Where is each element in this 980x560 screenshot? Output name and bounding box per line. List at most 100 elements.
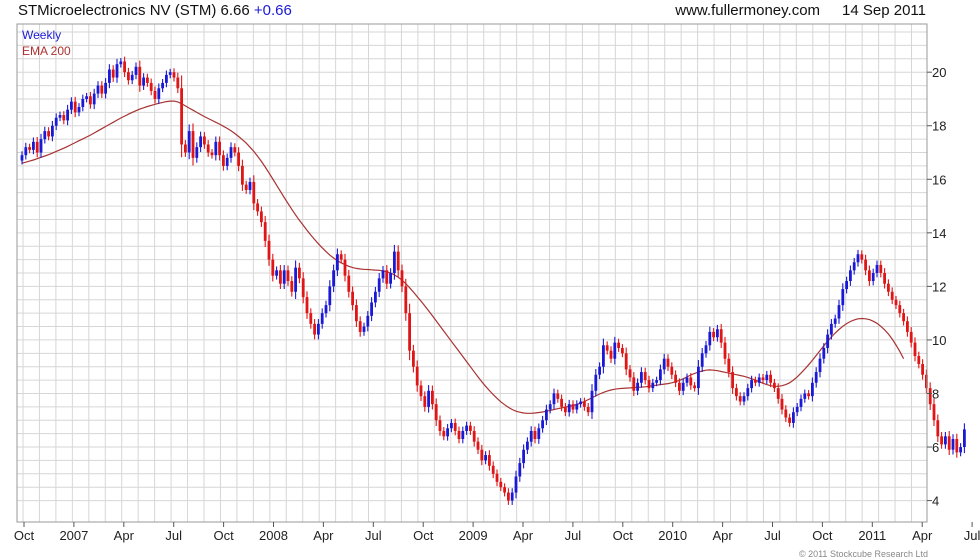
weekly-bar — [43, 126, 47, 144]
weekly-bar — [488, 450, 491, 471]
weekly-bar — [119, 58, 123, 68]
chart-title: STMicroelectronics NV (STM) 6.66 +0.66 — [18, 2, 292, 19]
weekly-bar — [875, 260, 879, 278]
weekly-bar — [651, 378, 655, 393]
weekly-bar — [431, 385, 434, 410]
weekly-bar — [830, 319, 833, 340]
weekly-bar — [780, 394, 784, 415]
weekly-bar — [149, 78, 153, 96]
weekly-bar — [256, 199, 259, 216]
weekly-bar — [130, 70, 134, 85]
weekly-bar — [157, 83, 161, 104]
weekly-bar — [811, 377, 814, 402]
x-tick-label: 2011 — [858, 528, 886, 543]
copyright-notice: © 2011 Stockcube Research Ltd — [798, 549, 928, 559]
weekly-bar — [54, 113, 58, 131]
y-tick-label: 10 — [932, 333, 946, 348]
website-link[interactable]: www.fullermoney.com — [675, 2, 821, 19]
weekly-bar — [434, 398, 438, 427]
weekly-bar — [142, 73, 145, 90]
grid-lines — [17, 24, 927, 522]
weekly-bar — [579, 398, 582, 408]
x-tick-label: 2007 — [59, 528, 88, 543]
weekly-bar — [917, 351, 921, 369]
weekly-bar — [890, 287, 894, 305]
weekly-bar — [271, 253, 275, 282]
weekly-bar — [191, 123, 195, 166]
weekly-bar — [415, 360, 419, 392]
weekly-bar — [674, 370, 677, 388]
weekly-bar — [138, 60, 142, 92]
weekly-bar — [165, 70, 168, 88]
legend-weekly: Weekly — [22, 28, 62, 42]
y-tick-label: 18 — [932, 119, 946, 134]
weekly-bar — [738, 392, 742, 406]
weekly-bar — [746, 383, 750, 401]
weekly-bar — [605, 341, 609, 355]
weekly-bar — [309, 308, 313, 329]
weekly-bar — [328, 280, 332, 312]
weekly-bar — [336, 248, 339, 277]
stock-title: STMicroelectronics NV (STM) 6.66 — [18, 2, 250, 19]
weekly-bar — [104, 78, 107, 99]
weekly-bar — [290, 276, 294, 297]
weekly-bar — [921, 359, 924, 380]
x-tick-label: Oct — [812, 528, 833, 543]
weekly-bar — [761, 374, 765, 384]
weekly-bar — [58, 111, 62, 122]
weekly-bar — [636, 378, 639, 396]
weekly-bar — [176, 72, 180, 94]
weekly-bar — [461, 426, 465, 444]
weekly-bar — [545, 404, 548, 426]
weekly-bar — [446, 423, 449, 441]
x-tick-label: Apr — [912, 528, 933, 543]
weekly-bar — [180, 75, 183, 158]
weekly-bar — [643, 367, 647, 385]
weekly-bar — [510, 488, 514, 505]
weekly-bar — [225, 153, 229, 171]
weekly-bar — [503, 483, 506, 497]
x-tick-label: Oct — [14, 528, 35, 543]
weekly-bar — [621, 344, 624, 358]
weekly-bar — [754, 376, 757, 387]
weekly-bar — [187, 124, 191, 160]
weekly-bar — [826, 329, 829, 354]
weekly-bar — [693, 382, 696, 392]
weekly-bar — [168, 68, 172, 79]
weekly-bar — [286, 265, 290, 286]
chart-date: 14 Sep 2011 — [842, 2, 926, 19]
weekly-bar — [609, 346, 613, 364]
weekly-bar — [731, 366, 734, 394]
weekly-bar — [218, 136, 221, 161]
weekly-bar — [317, 319, 320, 340]
weekly-bar — [134, 62, 138, 80]
weekly-bar — [681, 378, 685, 396]
weekly-bar — [248, 177, 252, 195]
weekly-bar — [757, 373, 761, 387]
weekly-bar — [427, 385, 430, 413]
weekly-bar — [951, 434, 955, 455]
x-tick-label: Jul — [365, 528, 382, 543]
weekly-bar — [928, 382, 932, 410]
weekly-bar — [370, 297, 373, 322]
weekly-bar — [894, 295, 898, 310]
x-tick-label: Jul — [565, 528, 582, 543]
legend-ema: EMA 200 — [22, 44, 71, 58]
weekly-bar — [92, 88, 96, 110]
weekly-bar — [909, 327, 913, 348]
weekly-bar — [742, 392, 746, 406]
weekly-bar — [902, 308, 905, 326]
weekly-bar — [723, 336, 727, 365]
weekly-bar — [803, 389, 807, 403]
weekly-bar — [955, 433, 959, 458]
x-tick-label: Jul — [764, 528, 781, 543]
weekly-bar — [666, 354, 670, 372]
weekly-bar — [263, 215, 267, 248]
weekly-bar — [837, 299, 841, 324]
weekly-bar — [203, 132, 206, 149]
weekly-bar — [499, 477, 503, 492]
weekly-bar — [393, 244, 396, 280]
weekly-bar — [298, 262, 301, 284]
weekly-bar — [20, 151, 24, 165]
weekly-bar — [343, 253, 347, 282]
